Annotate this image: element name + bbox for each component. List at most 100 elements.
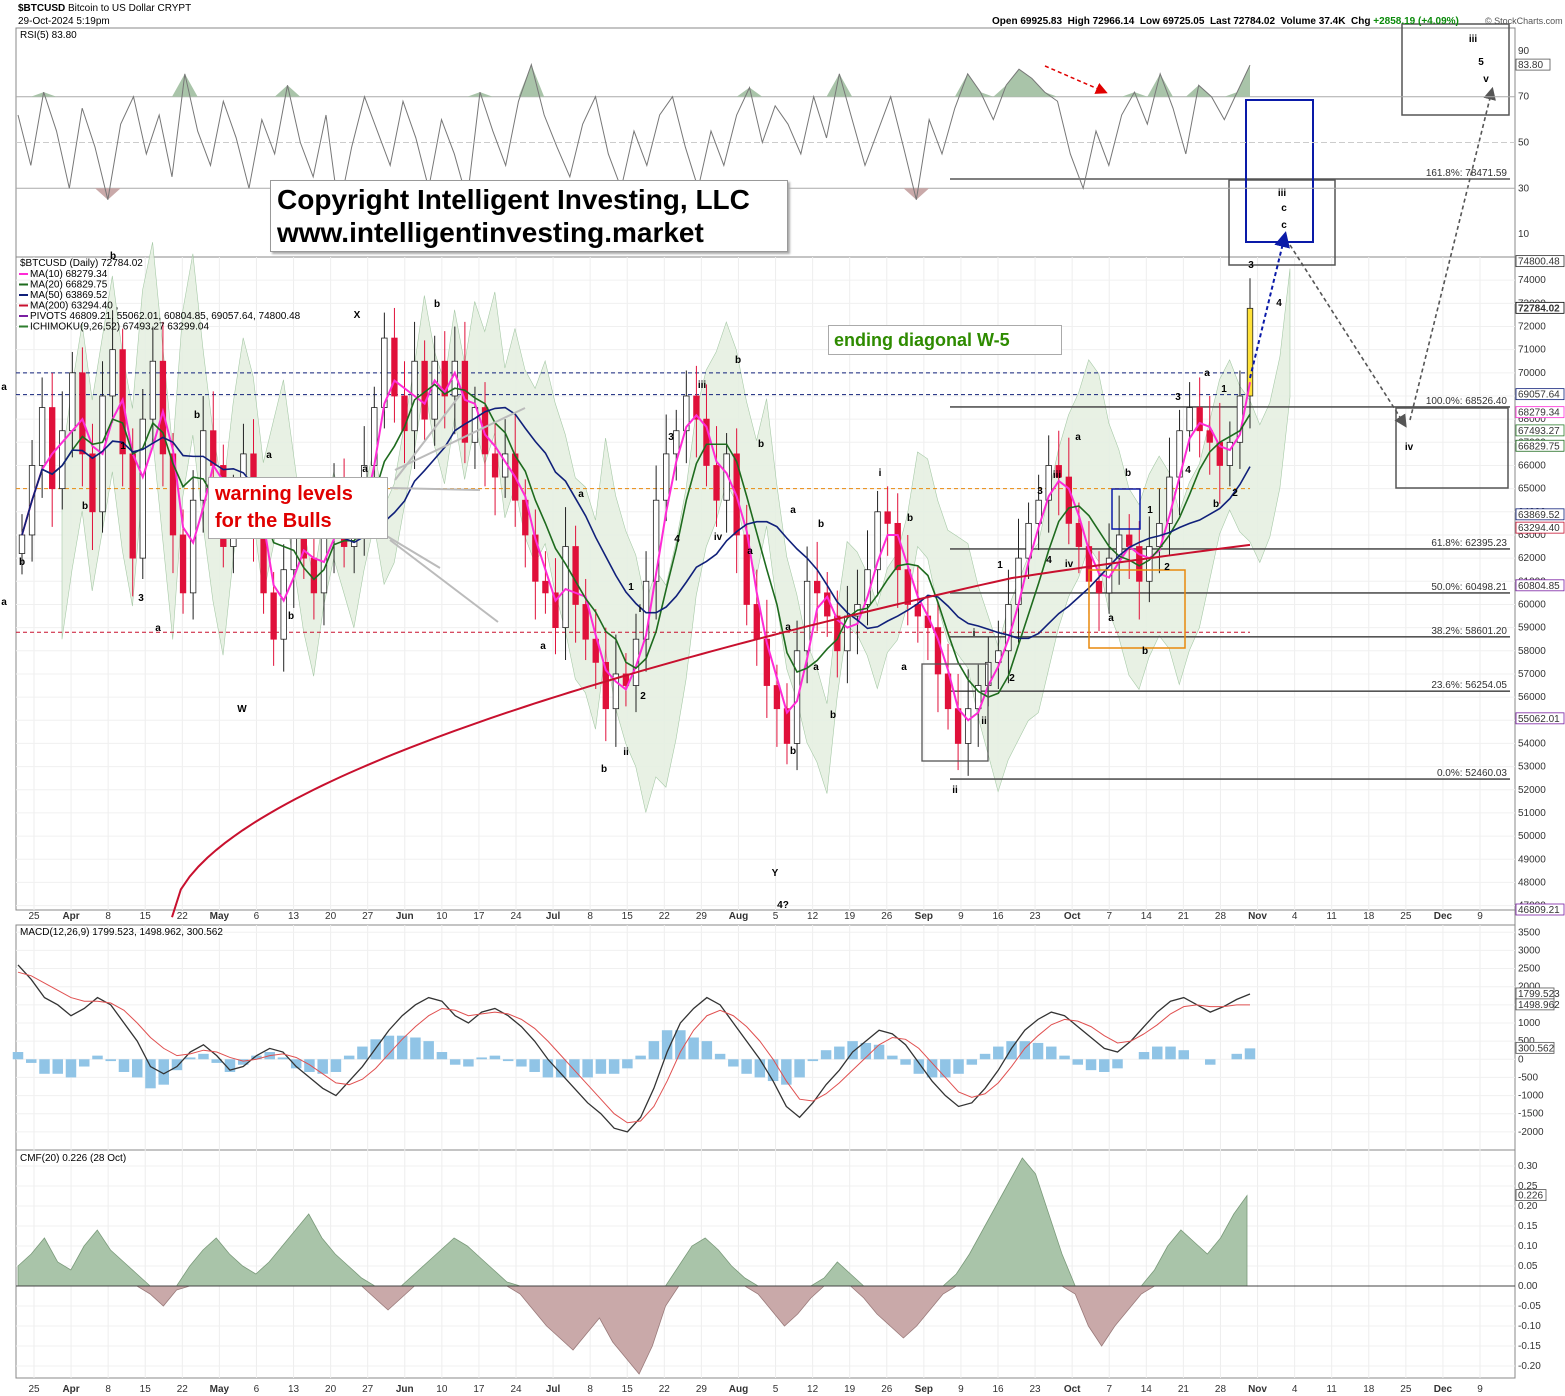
wave-label-b: b xyxy=(194,410,200,421)
wave-label-a: a xyxy=(1108,613,1114,624)
warning-pointer xyxy=(389,487,481,491)
copyright-line2: www.intelligentinvesting.market xyxy=(277,217,704,248)
cmf-tick-label: -0.05 xyxy=(1518,1301,1541,1312)
header-date: 29-Oct-2024 5:19pm xyxy=(18,16,110,27)
projection-arrow-blue xyxy=(1249,231,1290,379)
x-tick-label: 12 xyxy=(807,911,819,922)
projection-arrow-down xyxy=(1289,244,1407,428)
x-tick-label: Apr xyxy=(62,1384,79,1395)
x-tick-label: Apr xyxy=(62,911,79,922)
price-tick-label: 49000 xyxy=(1518,854,1546,865)
x-tick-label: 14 xyxy=(1141,911,1153,922)
wave-label-iv: iv xyxy=(1405,442,1414,453)
candle-body xyxy=(612,673,620,710)
price-tick-label: 54000 xyxy=(1518,738,1546,749)
wave-label-3: 3 xyxy=(1248,260,1254,271)
macd-hist-bar xyxy=(237,1059,249,1065)
rsi-tick-label: 50 xyxy=(1518,138,1530,149)
wave-label-b: b xyxy=(434,299,440,310)
header-ohlc: Open 69925.83 High 72966.14 Low 69725.05… xyxy=(992,16,1459,27)
cmf-tick-label: 0.00 xyxy=(1518,1281,1538,1292)
candle-body xyxy=(109,349,116,397)
high-label: High xyxy=(1067,16,1090,27)
legend-label: ICHIMOKU(9,26,52) 67493.27 63299.04 xyxy=(30,322,209,333)
macd-hist-bar xyxy=(383,1035,395,1060)
macd-hist-bar xyxy=(224,1059,236,1072)
price-tag xyxy=(1515,521,1565,534)
price-tick-label: 66000 xyxy=(1518,460,1546,471)
fib-label: 38.2%: 58601.20 xyxy=(1431,626,1507,637)
macd-hist-bar xyxy=(184,1057,196,1060)
wave-label-a: a xyxy=(266,450,272,461)
macd-hist-bar xyxy=(900,1059,911,1065)
header-title: $BTCUSD Bitcoin to US Dollar CRYPT xyxy=(18,3,191,14)
cmf-tick-label: 0.25 xyxy=(1518,1181,1538,1192)
wave-label-a: a xyxy=(1,597,7,608)
x-tick-label: 11 xyxy=(1326,1384,1337,1395)
wave-label-iii: iii xyxy=(698,380,707,391)
wave-label-i: i xyxy=(973,628,976,639)
x-tick-label: 25 xyxy=(28,911,40,922)
price-tick-label: 51000 xyxy=(1518,808,1546,819)
wave-label-b: b xyxy=(1142,646,1148,657)
wave-label-iii: iii xyxy=(1053,470,1062,481)
wave-label-ii: ii xyxy=(623,747,629,758)
candle-body xyxy=(723,453,730,501)
rsi-overbought-fill xyxy=(18,64,1250,97)
wave-label-a: a xyxy=(901,662,907,673)
x-tick-label: 25 xyxy=(1400,1384,1412,1395)
x-tick-label: 23 xyxy=(1030,911,1042,922)
macd-hist-bar xyxy=(463,1059,474,1067)
price-tag xyxy=(1515,439,1565,452)
candle-body xyxy=(1115,534,1123,559)
low-label: Low xyxy=(1139,16,1160,27)
price-tag xyxy=(1515,579,1565,592)
macd-hist-bar xyxy=(993,1046,1004,1060)
x-tick-label: Nov xyxy=(1248,1384,1267,1395)
macd-tick-label: -500 xyxy=(1518,1072,1538,1083)
macd-hist-bar xyxy=(158,1059,169,1085)
candle-body xyxy=(713,465,720,501)
macd-signal-line xyxy=(17,971,1251,1124)
macd-hist-bar xyxy=(1099,1059,1110,1072)
macd-hist-bar xyxy=(953,1059,964,1074)
candle-body xyxy=(18,534,26,554)
macd-tick-label: 2000 xyxy=(1518,982,1541,993)
macd-tag-label: 300.562 xyxy=(1518,1043,1555,1054)
ma50-line xyxy=(21,406,1251,640)
price-tick-label: 72000 xyxy=(1518,321,1546,332)
chg-value: +2858.19 (+4.09%) xyxy=(1373,16,1459,27)
legend-label: MA(200) 63294.40 , xyxy=(30,301,118,312)
macd-hist-bar xyxy=(39,1059,50,1074)
price-tag xyxy=(1515,712,1565,725)
wave-label-iv: iv xyxy=(1065,559,1074,570)
macd-hist-bar xyxy=(820,1050,832,1060)
wave-label-b: b xyxy=(907,513,913,524)
macd-tick-label: -2000 xyxy=(1518,1127,1544,1138)
macd-hist-bar xyxy=(873,1044,885,1060)
wave-label-4: 4 xyxy=(1046,555,1052,566)
rsi-line xyxy=(17,62,1251,212)
x-tick-label: 20 xyxy=(325,911,337,922)
macd-hist-bar xyxy=(582,1059,593,1078)
price-tag-label: 63294.40 xyxy=(1518,523,1560,534)
wave-label-1: 1 xyxy=(1221,384,1227,395)
macd-hist-bar xyxy=(1165,1046,1176,1060)
candle-body xyxy=(210,430,217,466)
fib-label: 23.6%: 56254.05 xyxy=(1431,680,1507,691)
open-value: 69925.83 xyxy=(1020,16,1063,27)
candle-body xyxy=(1035,499,1042,524)
wave-label-3: 3 xyxy=(668,432,674,443)
volume-label: Volume xyxy=(1280,16,1316,27)
low-value: 69725.05 xyxy=(1162,16,1205,27)
price-tick-label: 60000 xyxy=(1518,599,1546,610)
ma200-line xyxy=(171,543,1251,918)
wave-label-3: 3 xyxy=(1037,486,1043,497)
warning-pointer xyxy=(394,407,526,471)
cmf-tag xyxy=(1515,1189,1547,1201)
price-tick-label: 59000 xyxy=(1518,623,1546,634)
candle-body xyxy=(159,360,167,455)
candle-body xyxy=(79,372,86,455)
macd-hist-bar xyxy=(211,1059,222,1063)
